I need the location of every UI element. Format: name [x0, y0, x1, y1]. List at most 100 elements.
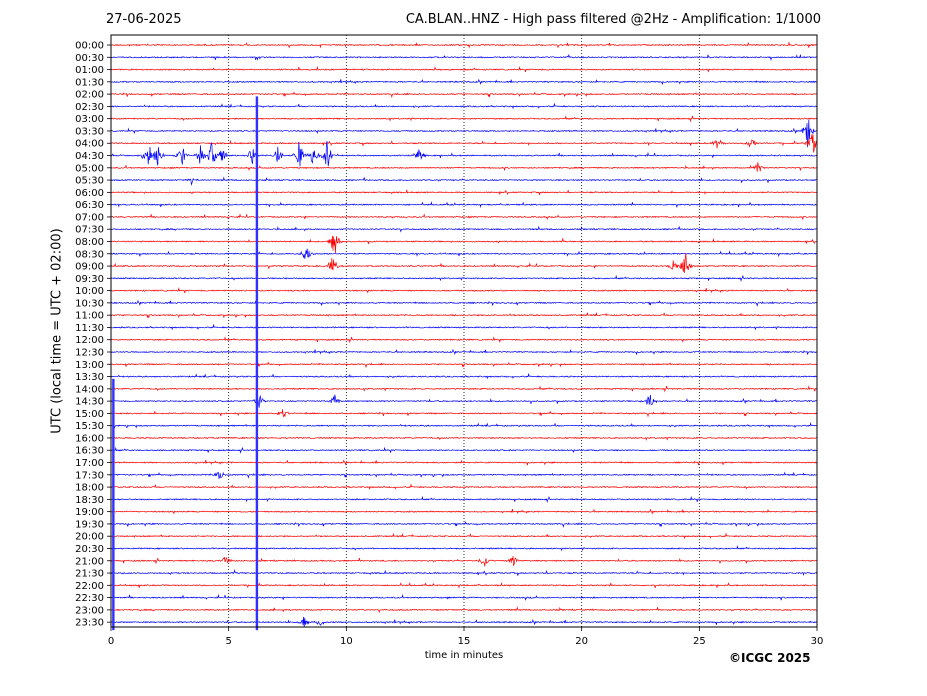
ytick-label-0200: 02:00 — [75, 90, 104, 101]
ytick-label-1500: 15:00 — [75, 409, 104, 420]
ytick-label-1400: 14:00 — [75, 384, 104, 395]
trace-row-0130 — [110, 78, 817, 85]
trace-row-1430 — [110, 394, 817, 408]
ytick-label-0630: 06:30 — [75, 200, 104, 211]
plot-frame — [110, 34, 818, 628]
trace-row-1330 — [110, 372, 817, 380]
ytick-label-0700: 07:00 — [75, 212, 104, 223]
trace-row-1530 — [110, 421, 817, 429]
trace-row-2000 — [110, 532, 817, 540]
spike-1 — [112, 378, 115, 631]
ytick-label-1230: 12:30 — [75, 348, 104, 359]
trace-row-0500 — [110, 162, 817, 172]
trace-row-0700 — [110, 213, 817, 221]
trace-row-2130 — [110, 568, 817, 576]
chart-title: CA.BLAN..HNZ - High pass filtered @2Hz -… — [405, 12, 821, 27]
trace-row-2100 — [110, 556, 817, 567]
trace-row-0600 — [110, 188, 817, 196]
ytick-label-0800: 08:00 — [75, 237, 104, 248]
trace-row-0300 — [110, 115, 817, 123]
ytick-label-2300: 23:00 — [75, 605, 104, 616]
trace-row-1100 — [110, 311, 817, 318]
trace-row-0030 — [110, 53, 817, 62]
xtick-label-0: 0 — [108, 636, 114, 647]
trace-row-0200 — [110, 91, 817, 99]
y-axis-label: UTC (local time = UTC + 02:00) — [49, 228, 65, 434]
trace-row-1130 — [110, 323, 817, 331]
trace-row-1830 — [110, 495, 817, 504]
trace-row-0100 — [110, 65, 817, 73]
xtick-label-20: 20 — [575, 636, 588, 647]
ytick-label-0830: 08:30 — [75, 249, 104, 260]
ytick-label-0130: 01:30 — [75, 77, 104, 88]
xtick-label-10: 10 — [340, 636, 353, 647]
trace-row-1900 — [110, 508, 817, 515]
ytick-label-2230: 22:30 — [75, 593, 104, 604]
trace-row-1500 — [110, 409, 817, 418]
trace-row-0330 — [110, 119, 817, 148]
date-label: 27-06-2025 — [106, 12, 182, 27]
ytick-label-2030: 20:30 — [75, 544, 104, 555]
ytick-label-1530: 15:30 — [75, 421, 104, 432]
ytick-label-0500: 05:00 — [75, 163, 104, 174]
xtick-label-15: 15 — [458, 636, 471, 647]
trace-row-1700 — [110, 459, 817, 466]
ytick-label-1000: 10:00 — [75, 286, 104, 297]
ytick-label-2000: 20:00 — [75, 532, 104, 543]
xtick-label-25: 25 — [693, 636, 706, 647]
ytick-label-0600: 06:00 — [75, 188, 104, 199]
ytick-label-1330: 13:30 — [75, 372, 104, 383]
ytick-label-0900: 09:00 — [75, 262, 104, 273]
trace-row-1400 — [110, 385, 817, 393]
copyright-label: ©ICGC 2025 — [729, 651, 811, 665]
ytick-label-1030: 10:30 — [75, 298, 104, 309]
trace-row-2230 — [110, 593, 817, 601]
trace-row-1030 — [110, 299, 817, 307]
trace-row-1300 — [110, 361, 817, 369]
trace-row-0530 — [110, 176, 817, 186]
trace-row-2030 — [110, 545, 817, 552]
grid-lines — [228, 35, 700, 627]
ytick-label-2130: 21:30 — [75, 569, 104, 580]
trace-row-0400 — [110, 134, 817, 153]
trace-row-0730 — [110, 225, 817, 233]
ytick-label-0300: 03:00 — [75, 114, 104, 125]
trace-row-2330 — [110, 616, 817, 628]
ytick-label-1430: 14:30 — [75, 397, 104, 408]
xtick-label-30: 30 — [811, 636, 824, 647]
ytick-label-2100: 21:00 — [75, 556, 104, 567]
ytick-label-1130: 11:30 — [75, 323, 104, 334]
trace-row-0930 — [110, 274, 817, 283]
ytick-label-1700: 17:00 — [75, 458, 104, 469]
trace-row-1000 — [110, 287, 817, 294]
ytick-label-0530: 05:30 — [75, 176, 104, 187]
ytick-label-0430: 04:30 — [75, 151, 104, 162]
trace-row-1930 — [110, 521, 817, 528]
spike-0 — [255, 96, 259, 631]
ytick-label-0000: 00:00 — [75, 41, 104, 52]
ytick-label-0330: 03:30 — [75, 126, 104, 137]
trace-row-0230 — [110, 102, 817, 110]
ytick-label-1730: 17:30 — [75, 470, 104, 481]
ytick-label-1200: 12:00 — [75, 335, 104, 346]
ytick-label-1930: 19:30 — [75, 519, 104, 530]
trace-row-1600 — [110, 436, 817, 441]
trace-row-0630 — [110, 201, 817, 209]
trace-row-2200 — [110, 581, 817, 589]
ytick-label-2330: 23:30 — [75, 618, 104, 629]
trace-row-2300 — [110, 606, 817, 614]
ytick-label-0030: 00:30 — [75, 53, 104, 64]
ytick-label-1630: 16:30 — [75, 446, 104, 457]
trace-row-1230 — [110, 348, 817, 356]
ytick-label-1800: 18:00 — [75, 483, 104, 494]
trace-row-0800 — [110, 235, 817, 254]
x-axis-label: time in minutes — [424, 650, 504, 661]
ytick-label-1100: 11:00 — [75, 311, 104, 322]
trace-row-1730 — [110, 471, 817, 479]
trace-row-0430 — [110, 140, 817, 167]
ytick-label-0230: 02:30 — [75, 102, 104, 113]
ytick-label-0100: 01:00 — [75, 65, 104, 76]
seismic-traces — [110, 41, 817, 631]
